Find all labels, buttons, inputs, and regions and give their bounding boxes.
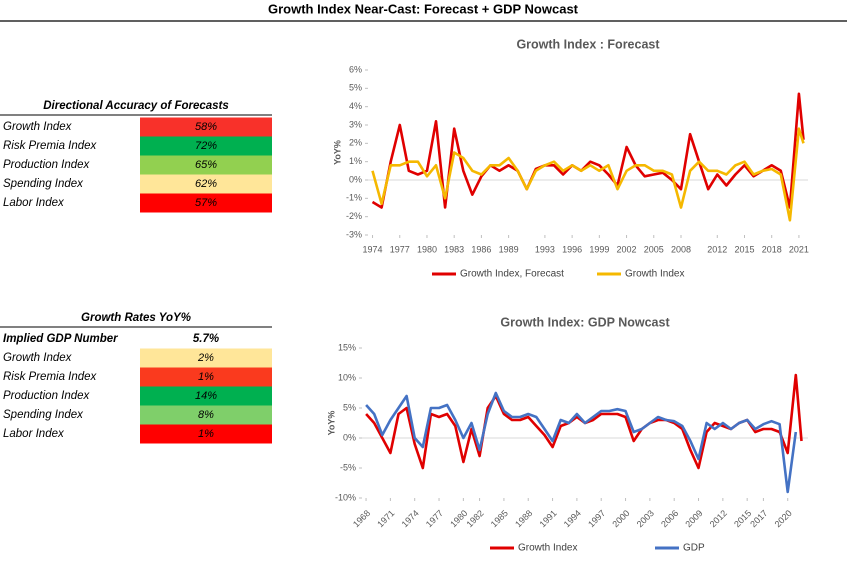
y-tick-label: 4%	[349, 101, 362, 111]
x-tick-label: 2006	[659, 508, 680, 529]
y-axis-label: YoY%	[332, 140, 342, 165]
x-tick-label: 1996	[562, 244, 582, 254]
x-tick-label: 1977	[424, 508, 445, 529]
x-tick-label: 1994	[562, 508, 583, 529]
legend-label: GDP	[683, 543, 705, 554]
x-tick-label: 1991	[537, 508, 558, 529]
row-value: 58%	[195, 121, 217, 133]
row-value: 1%	[198, 428, 214, 440]
x-tick-label: 2009	[683, 508, 704, 529]
x-tick-label: 1993	[535, 244, 555, 254]
table-cell	[140, 136, 272, 156]
table-title: Growth Rates YoY%	[81, 312, 191, 324]
x-tick-label: 1986	[471, 244, 491, 254]
row-value: 2%	[197, 352, 214, 364]
row-value: 1%	[198, 371, 214, 383]
x-tick-label: 1977	[390, 244, 410, 254]
x-tick-label: 2000	[610, 508, 631, 529]
x-tick-label: 1980	[448, 508, 469, 529]
table-cell	[140, 155, 272, 175]
chart-title: Growth Index: GDP Nowcast	[500, 315, 670, 329]
y-axis-label: YoY%	[326, 411, 336, 436]
x-tick-label: 1974	[363, 244, 383, 254]
x-tick-label: 2021	[789, 244, 809, 254]
x-tick-label: 1971	[375, 508, 396, 529]
y-tick-label: -3%	[346, 229, 362, 239]
legend-label: Growth Index	[518, 543, 577, 554]
y-tick-label: 1%	[349, 156, 362, 166]
chart-title: Growth Index : Forecast	[516, 37, 660, 51]
table-cell	[140, 117, 272, 137]
series-line	[371, 127, 805, 222]
y-tick-label: 2%	[349, 138, 362, 148]
x-tick-label: 2008	[671, 244, 691, 254]
row-label: Spending Index	[3, 178, 84, 190]
x-tick-label: 2018	[762, 244, 782, 254]
x-tick-label: 2002	[617, 244, 637, 254]
x-tick-label: 2012	[707, 244, 727, 254]
y-tick-label: 3%	[349, 119, 362, 129]
row-value: 62%	[195, 178, 217, 190]
table-cell	[140, 193, 272, 213]
table-cell	[140, 367, 272, 387]
x-tick-label: 1982	[464, 508, 485, 529]
y-tick-label: -2%	[346, 211, 362, 221]
y-tick-label: -5%	[340, 462, 356, 472]
y-tick-label: 5%	[343, 402, 356, 412]
row-value: 8%	[198, 409, 214, 421]
table-cell	[140, 174, 272, 194]
y-tick-label: 6%	[349, 64, 362, 74]
y-tick-label: -10%	[335, 492, 356, 502]
x-tick-label: 2005	[644, 244, 664, 254]
row-label: Production Index	[3, 159, 91, 171]
row-label: Growth Index	[3, 352, 73, 364]
page-title: Growth Index Near-Cast: Forecast + GDP N…	[268, 1, 579, 16]
y-tick-label: -1%	[346, 193, 362, 203]
table-cell	[140, 348, 272, 368]
x-tick-label: 2015	[732, 508, 753, 529]
y-tick-label: 10%	[338, 372, 356, 382]
row-value: 14%	[195, 390, 217, 402]
table-cell	[140, 424, 272, 444]
row-label: Risk Premia Index	[3, 140, 98, 152]
row-value: 57%	[195, 197, 217, 209]
legend-label: Growth Index, Forecast	[460, 269, 564, 280]
legend-label: Growth Index	[625, 269, 684, 280]
table-cell	[140, 405, 272, 425]
row-label: Labor Index	[3, 197, 65, 209]
implied-label: Implied GDP Number	[3, 333, 118, 345]
x-tick-label: 1968	[351, 508, 372, 529]
row-value: 65%	[195, 159, 217, 171]
x-tick-label: 2012	[708, 508, 729, 529]
row-label: Production Index	[3, 390, 91, 402]
x-tick-label: 1985	[489, 508, 510, 529]
x-tick-label: 1989	[499, 244, 519, 254]
series-line	[365, 391, 798, 494]
row-label: Growth Index	[3, 121, 73, 133]
x-tick-label: 1997	[586, 508, 607, 529]
x-tick-label: 2017	[748, 508, 769, 529]
x-tick-label: 1983	[444, 244, 464, 254]
row-label: Risk Premia Index	[3, 371, 98, 383]
x-tick-label: 1988	[513, 508, 534, 529]
y-tick-label: 5%	[349, 83, 362, 93]
y-tick-label: 15%	[338, 342, 356, 352]
implied-value: 5.7%	[193, 333, 219, 345]
table-title: Directional Accuracy of Forecasts	[43, 100, 229, 112]
x-tick-label: 1974	[400, 508, 421, 529]
table-cell	[140, 386, 272, 406]
y-tick-label: 0%	[349, 174, 362, 184]
x-tick-label: 1980	[417, 244, 437, 254]
row-label: Spending Index	[3, 409, 84, 421]
x-tick-label: 2003	[635, 508, 656, 529]
y-tick-label: 0%	[343, 432, 356, 442]
row-value: 72%	[195, 140, 217, 152]
series-line	[371, 92, 805, 209]
x-tick-label: 2020	[773, 508, 794, 529]
row-label: Labor Index	[3, 428, 65, 440]
x-tick-label: 1999	[589, 244, 609, 254]
x-tick-label: 2015	[734, 244, 754, 254]
